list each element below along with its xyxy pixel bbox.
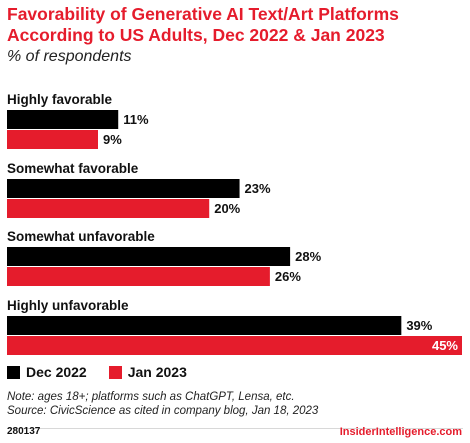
bar-dec-2022-highly-unfavorable (7, 316, 402, 335)
value-label-dec-2022-highly-favorable: 11% (123, 112, 149, 127)
bar-dec-2022-somewhat-unfavorable (7, 247, 291, 266)
value-label-jan-2023-highly-favorable: 9% (103, 132, 122, 147)
bar-dec-2022-highly-favorable (7, 110, 119, 129)
legend-item-jan-2023: Jan 2023 (108, 364, 187, 380)
value-label-dec-2022-somewhat-unfavorable: 28% (295, 249, 321, 264)
value-label-dec-2022-somewhat-favorable: 23% (245, 181, 271, 196)
bar-jan-2023-somewhat-unfavorable (7, 267, 270, 286)
bar-chart: Highly favorable 11%9% Somewhat favorable 2… (7, 92, 462, 355)
brand-link[interactable]: InsiderIntelligence.com (339, 426, 462, 438)
category-label-highly-favorable: Highly favorable (7, 92, 113, 107)
legend-label-jan-2023: Jan 2023 (127, 364, 187, 380)
chart-subtitle: % of respondents (7, 48, 132, 65)
value-label-jan-2023-somewhat-favorable: 20% (214, 201, 240, 216)
category-label-somewhat-unfavorable: Somewhat unfavorable (7, 229, 155, 244)
source-text: Source: CivicScience as cited in company… (7, 405, 319, 417)
category-label-highly-unfavorable: Highly unfavorable (7, 298, 129, 313)
chart-title: Favorability of Generative AI Text/Art P… (7, 4, 399, 45)
legend-label-dec-2022: Dec 2022 (26, 364, 87, 380)
bar-jan-2023-highly-favorable (7, 130, 98, 149)
notes: Note: ages 18+; platforms such as ChatGP… (7, 390, 318, 418)
chart-id: 280137 (7, 426, 41, 437)
bar-dec-2022-somewhat-favorable (7, 179, 240, 198)
value-label-dec-2022-highly-unfavorable: 39% (406, 318, 432, 333)
legend: Dec 2022 Jan 2023 (7, 364, 187, 380)
value-label-jan-2023-highly-unfavorable: 45% (432, 338, 458, 353)
legend-swatch-jan-2023 (108, 365, 122, 379)
bar-jan-2023-highly-unfavorable (7, 336, 462, 355)
category-label-somewhat-favorable: Somewhat favorable (7, 161, 139, 176)
legend-item-dec-2022: Dec 2022 (7, 364, 87, 380)
bar-jan-2023-somewhat-favorable (7, 199, 210, 218)
value-label-jan-2023-somewhat-unfavorable: 26% (275, 269, 301, 284)
legend-swatch-dec-2022 (7, 365, 20, 379)
note-text: Note: ages 18+; platforms such as ChatGP… (7, 391, 295, 403)
footer-divider (7, 428, 463, 429)
